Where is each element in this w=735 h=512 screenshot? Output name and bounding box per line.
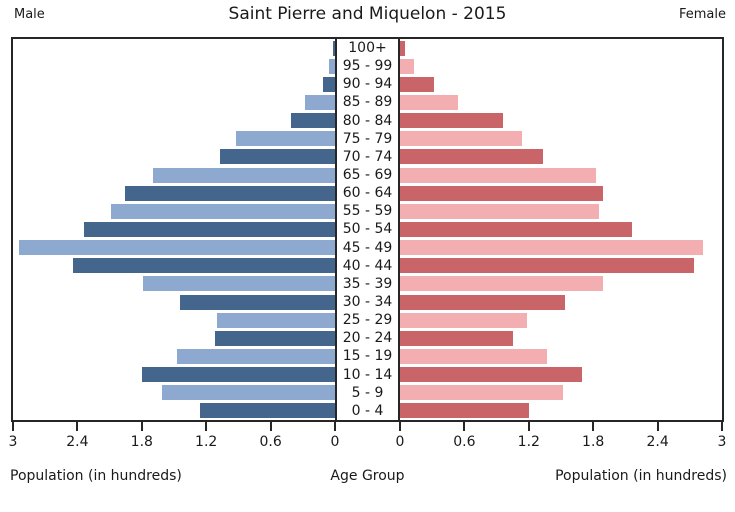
male-bar-65-69 (152, 167, 335, 183)
male-bar-95-99 (328, 58, 335, 74)
male-bar-55-59 (110, 203, 335, 219)
age-group-label-50-54: 50 - 54 (342, 221, 393, 238)
age-group-label-75-79: 75 - 79 (342, 130, 393, 147)
x-axis-tick (721, 422, 723, 431)
age-group-label-25-29: 25 - 29 (342, 312, 393, 329)
x-axis-tick-label: 1.8 (130, 434, 153, 450)
x-axis-tick-label: 2.4 (66, 434, 89, 450)
age-group-label-5-9: 5 - 9 (351, 384, 384, 401)
female-bar-30-34 (400, 294, 566, 310)
x-axis-tick-label: 0.6 (453, 434, 476, 450)
x-axis-tick-label: 0 (330, 434, 340, 450)
male-bar-80-84 (291, 113, 335, 129)
male-bar-45-49 (19, 240, 335, 256)
female-bar-65-69 (400, 167, 597, 183)
female-bar-5-9 (400, 385, 564, 401)
age-group-label-45-49: 45 - 49 (342, 239, 393, 256)
x-axis-tick (656, 422, 659, 431)
x-axis-tick (205, 422, 208, 431)
female-x-axis: 0 0.6 1.2 1.8 2.4 3 (396, 422, 727, 454)
male-bar-5-9 (162, 385, 335, 401)
male-x-axis: 0 0.6 1.2 1.8 2.4 3 (8, 422, 339, 454)
male-bar-25-29 (216, 312, 335, 328)
age-group-label-20-24: 20 - 24 (342, 330, 393, 347)
x-axis-tick (592, 422, 595, 431)
female-axis-title: Population (in hundreds) (555, 468, 727, 484)
female-bar-40-44 (400, 258, 695, 274)
age-group-axis-title: Age Group (330, 468, 405, 484)
male-bar-75-79 (236, 131, 335, 147)
x-axis-tick (334, 422, 336, 431)
male-bar-90-94 (323, 76, 335, 92)
female-bar-95-99 (400, 58, 414, 74)
male-bar-20-24 (214, 330, 335, 346)
age-group-label-85-89: 85 - 89 (342, 94, 393, 111)
age-group-label-60-64: 60 - 64 (342, 185, 393, 202)
female-bar-80-84 (400, 113, 504, 129)
male-bar-70-74 (220, 149, 335, 165)
male-bar-35-39 (142, 276, 335, 292)
x-axis-tick-label: 1.2 (195, 434, 218, 450)
x-axis-tick-label: 1.8 (582, 434, 605, 450)
female-bar-75-79 (400, 131, 523, 147)
male-bar-50-54 (83, 222, 335, 237)
male-bar-85-89 (304, 95, 335, 110)
male-bar-0-4 (199, 403, 335, 419)
x-axis-tick-label: 0 (395, 434, 405, 450)
female-series-label: Female (678, 7, 726, 22)
female-bar-0-4 (400, 403, 529, 419)
x-axis-tick (12, 422, 14, 431)
female-bar-55-59 (400, 203, 599, 219)
x-axis-tick-label: 2.4 (646, 434, 669, 450)
x-axis-tick-label: 0.6 (259, 434, 282, 450)
age-group-label-70-74: 70 - 74 (342, 148, 393, 165)
x-axis-tick-label: 1.2 (517, 434, 540, 450)
male-bar-30-34 (180, 294, 335, 310)
female-plot-area (400, 37, 724, 422)
age-group-column: 100+ 95 - 99 90 - 94 85 - 89 80 - 84 75 - 79 7… (335, 37, 400, 422)
age-group-label-55-59: 55 - 59 (342, 203, 393, 220)
x-axis-tick (76, 422, 79, 431)
x-axis-tick (463, 422, 466, 431)
x-axis-tick-label: 3 (717, 434, 727, 450)
male-series-label: Male (14, 7, 45, 22)
x-axis-tick (140, 422, 143, 431)
male-bar-100plus (332, 40, 335, 56)
x-axis-tick (399, 422, 401, 431)
female-bar-15-19 (400, 349, 548, 364)
age-group-label-35-39: 35 - 39 (342, 275, 393, 292)
male-bar-15-19 (177, 349, 335, 364)
female-bar-70-74 (400, 149, 543, 165)
female-bar-60-64 (400, 185, 603, 201)
x-axis-tick (269, 422, 272, 431)
female-bar-100plus (400, 40, 406, 56)
age-group-label-15-19: 15 - 19 (342, 348, 393, 365)
female-bar-20-24 (400, 330, 513, 346)
female-bar-50-54 (400, 222, 632, 237)
female-bar-10-14 (400, 367, 583, 383)
chart-title: Saint Pierre and Miquelon - 2015 (228, 4, 507, 24)
age-group-label-65-69: 65 - 69 (342, 167, 393, 183)
female-bar-25-29 (400, 312, 527, 328)
age-group-label-95-99: 95 - 99 (342, 58, 393, 75)
age-group-label-90-94: 90 - 94 (342, 76, 393, 93)
age-group-label-0-4: 0 - 4 (351, 402, 384, 419)
female-bar-90-94 (400, 76, 435, 92)
male-bar-60-64 (124, 185, 335, 201)
male-plot-area (11, 37, 335, 422)
x-axis-tick-label: 3 (8, 434, 18, 450)
male-bar-10-14 (141, 367, 335, 383)
x-axis-tick (527, 422, 530, 431)
age-group-label-80-84: 80 - 84 (342, 112, 393, 129)
female-bar-85-89 (400, 95, 458, 110)
age-group-label-10-14: 10 - 14 (342, 366, 393, 383)
age-group-label-40-44: 40 - 44 (342, 257, 393, 274)
age-group-label-30-34: 30 - 34 (342, 294, 393, 310)
female-bar-35-39 (400, 276, 603, 292)
male-axis-title: Population (in hundreds) (10, 468, 182, 484)
female-bar-45-49 (400, 240, 703, 256)
age-group-label-100plus: 100+ (348, 40, 387, 56)
male-bar-40-44 (73, 258, 335, 274)
